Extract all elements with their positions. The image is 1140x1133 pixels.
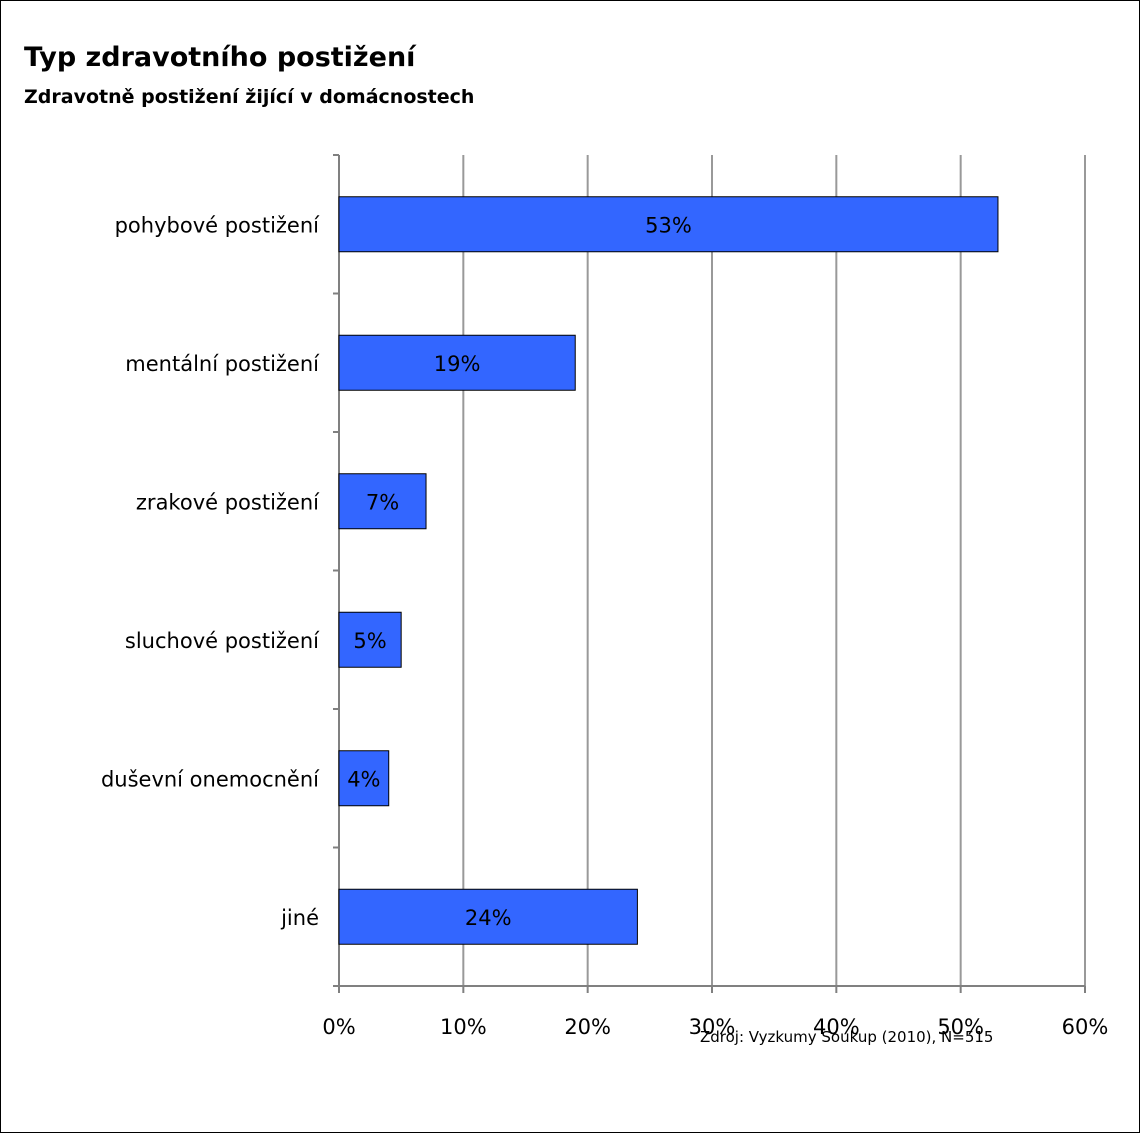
category-label: jiné [280, 906, 319, 930]
x-tick-label: 40% [813, 1015, 860, 1039]
x-tick-label: 20% [564, 1015, 611, 1039]
data-label: 4% [347, 767, 380, 791]
category-label: mentální postižení [125, 352, 320, 376]
data-label: 24% [465, 906, 512, 930]
category-label: pohybové postižení [115, 213, 321, 237]
bar [338, 888, 638, 945]
category-label: zrakové postižení [136, 490, 320, 514]
source-note: Zdroj: Vyzkumy Soukup (2010), N=515 [700, 1028, 994, 1046]
data-label: 53% [645, 213, 692, 237]
data-label: 19% [434, 352, 481, 376]
x-tick-label: 50% [937, 1015, 984, 1039]
category-label: duševní onemocnění [101, 767, 320, 791]
bar [338, 473, 427, 530]
bar [338, 611, 402, 668]
bar [338, 196, 999, 253]
x-tick-label: 0% [322, 1015, 355, 1039]
chart-title: Typ zdravotního postižení [24, 42, 416, 73]
data-label: 7% [366, 490, 399, 514]
chart-subtitle: Zdravotně postižení žijící v domácnostec… [24, 86, 475, 108]
x-tick-label: 60% [1062, 1015, 1109, 1039]
data-label: 5% [353, 629, 386, 653]
bar [338, 334, 576, 391]
x-tick-label: 10% [440, 1015, 487, 1039]
bar [338, 750, 390, 807]
x-tick-label: 30% [689, 1015, 736, 1039]
category-label: sluchové postižení [125, 629, 320, 653]
